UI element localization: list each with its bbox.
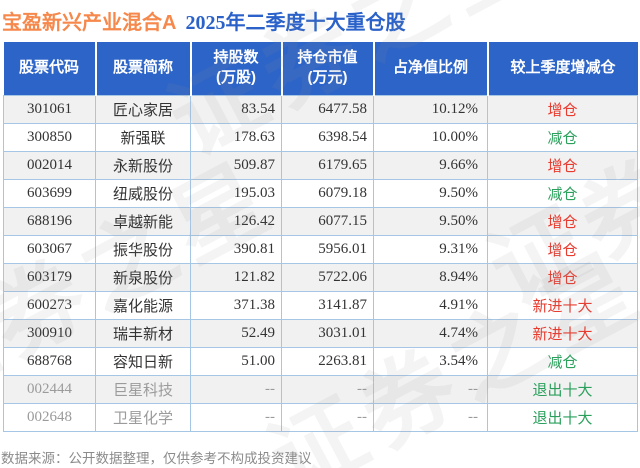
- value-cell: --: [281, 374, 374, 404]
- value-cell: 6477.58: [281, 94, 374, 124]
- shares-cell: 121.82: [190, 262, 282, 292]
- value-cell: 3031.01: [281, 318, 374, 348]
- stock-code-cell: 688196: [3, 206, 96, 236]
- stock-code-cell: 002014: [3, 150, 96, 180]
- stock-name-cell: 匠心家居: [95, 94, 191, 124]
- change-cell: 增仓: [487, 234, 638, 264]
- stock-code-cell: 603067: [3, 234, 96, 264]
- stock-name-cell: 瑞丰新材: [95, 318, 191, 348]
- table-row: 603179 新泉股份 121.82 5722.06 8.94% 增仓: [3, 262, 638, 292]
- value-cell: 5956.01: [281, 234, 374, 264]
- change-cell: 新进十大: [487, 290, 638, 320]
- change-cell: 增仓: [487, 206, 638, 236]
- nav-ratio-cell: 9.31%: [373, 234, 488, 264]
- table-row: 002444 巨星科技 -- -- -- 退出十大: [3, 374, 638, 404]
- col-header-shares-held: 持股数 (万股): [189, 42, 282, 95]
- shares-cell: 51.00: [190, 346, 282, 376]
- nav-ratio-cell: 9.50%: [373, 206, 488, 236]
- stock-name-cell: 卫星化学: [95, 402, 191, 432]
- nav-ratio-cell: 9.50%: [373, 178, 488, 208]
- stock-name-cell: 卓越新能: [95, 206, 191, 236]
- change-cell: 退出十大: [487, 374, 638, 404]
- table-row: 688768 容知日新 51.00 2263.81 3.54% 减仓: [3, 346, 638, 376]
- stock-code-cell: 002444: [3, 374, 96, 404]
- change-cell: 新进十大: [487, 318, 638, 348]
- shares-cell: 83.54: [190, 94, 282, 124]
- change-cell: 减仓: [487, 178, 638, 208]
- value-cell: 5722.06: [281, 262, 374, 292]
- stock-code-cell: 301061: [3, 94, 96, 124]
- stock-code-cell: 300910: [3, 318, 96, 348]
- stock-name-cell: 新强联: [95, 122, 191, 152]
- col-header-stock-code: 股票代码: [3, 42, 96, 95]
- nav-ratio-cell: 10.12%: [373, 94, 488, 124]
- nav-ratio-cell: --: [373, 402, 488, 432]
- col-header-market-value: 持仓市值 (万元): [280, 42, 374, 95]
- stock-name-cell: 巨星科技: [95, 374, 191, 404]
- nav-ratio-cell: 8.94%: [373, 262, 488, 292]
- change-cell: 减仓: [487, 122, 638, 152]
- stock-code-cell: 600273: [3, 290, 96, 320]
- shares-cell: --: [190, 374, 282, 404]
- change-cell: 退出十大: [487, 402, 638, 432]
- shares-cell: 390.81: [190, 234, 282, 264]
- col-header-position-change: 较上季度增减仓: [486, 42, 638, 95]
- shares-cell: 52.49: [190, 318, 282, 348]
- table-row: 002014 永新股份 509.87 6179.65 9.66% 增仓: [3, 150, 638, 180]
- stock-name-cell: 嘉化能源: [95, 290, 191, 320]
- stock-name-cell: 纽威股份: [95, 178, 191, 208]
- shares-cell: 195.03: [190, 178, 282, 208]
- nav-ratio-cell: --: [373, 374, 488, 404]
- table-row: 002648 卫星化学 -- -- -- 退出十大: [3, 402, 638, 432]
- table-row: 603699 纽威股份 195.03 6079.18 9.50% 减仓: [3, 178, 638, 208]
- nav-ratio-cell: 10.00%: [373, 122, 488, 152]
- stock-name-cell: 永新股份: [95, 150, 191, 180]
- nav-ratio-cell: 3.54%: [373, 346, 488, 376]
- nav-ratio-cell: 9.66%: [373, 150, 488, 180]
- change-cell: 增仓: [487, 94, 638, 124]
- value-cell: 6398.54: [281, 122, 374, 152]
- stock-name-cell: 新泉股份: [95, 262, 191, 292]
- value-cell: 2263.81: [281, 346, 374, 376]
- holdings-table: 股票代码 股票简称 持股数 (万股) 持仓市值 (万元) 占净值比例 较上季度增…: [3, 42, 638, 432]
- nav-ratio-cell: 4.91%: [373, 290, 488, 320]
- table-row: 688196 卓越新能 126.42 6077.15 9.50% 增仓: [3, 206, 638, 236]
- table-row: 600273 嘉化能源 371.38 3141.87 4.91% 新进十大: [3, 290, 638, 320]
- stock-code-cell: 300850: [3, 122, 96, 152]
- value-cell: --: [281, 402, 374, 432]
- data-source-note: 数据来源：公开数据整理，仅供参考不构成投资建议: [1, 451, 312, 466]
- stock-name-cell: 振华股份: [95, 234, 191, 264]
- value-cell: 3141.87: [281, 290, 374, 320]
- shares-cell: 126.42: [190, 206, 282, 236]
- change-cell: 增仓: [487, 150, 638, 180]
- value-cell: 6179.65: [281, 150, 374, 180]
- nav-ratio-cell: 4.74%: [373, 318, 488, 348]
- stock-name-cell: 容知日新: [95, 346, 191, 376]
- change-cell: 减仓: [487, 346, 638, 376]
- stock-code-cell: 002648: [3, 402, 96, 432]
- shares-cell: 509.87: [190, 150, 282, 180]
- shares-cell: --: [190, 402, 282, 432]
- stock-code-cell: 688768: [3, 346, 96, 376]
- stock-code-cell: 603179: [3, 262, 96, 292]
- col-header-nav-ratio: 占净值比例: [372, 42, 488, 95]
- value-cell: 6077.15: [281, 206, 374, 236]
- table-header-row: 股票代码 股票简称 持股数 (万股) 持仓市值 (万元) 占净值比例 较上季度增…: [3, 42, 638, 95]
- stock-code-cell: 603699: [3, 178, 96, 208]
- table-row: 301061 匠心家居 83.54 6477.58 10.12% 增仓: [3, 94, 638, 124]
- page-title: 宝盈新兴产业混合A 2025年二季度十大重仓股: [2, 6, 405, 35]
- report-period-title: 2025年二季度十大重仓股: [185, 12, 406, 34]
- shares-cell: 371.38: [190, 290, 282, 320]
- table-row: 300850 新强联 178.63 6398.54 10.00% 减仓: [3, 122, 638, 152]
- value-cell: 6079.18: [281, 178, 374, 208]
- change-cell: 增仓: [487, 262, 638, 292]
- table-row: 300910 瑞丰新材 52.49 3031.01 4.74% 新进十大: [3, 318, 638, 348]
- shares-cell: 178.63: [190, 122, 282, 152]
- fund-name-title: 宝盈新兴产业混合A: [2, 12, 177, 34]
- table-row: 603067 振华股份 390.81 5956.01 9.31% 增仓: [3, 234, 638, 264]
- col-header-stock-name: 股票简称: [94, 42, 191, 95]
